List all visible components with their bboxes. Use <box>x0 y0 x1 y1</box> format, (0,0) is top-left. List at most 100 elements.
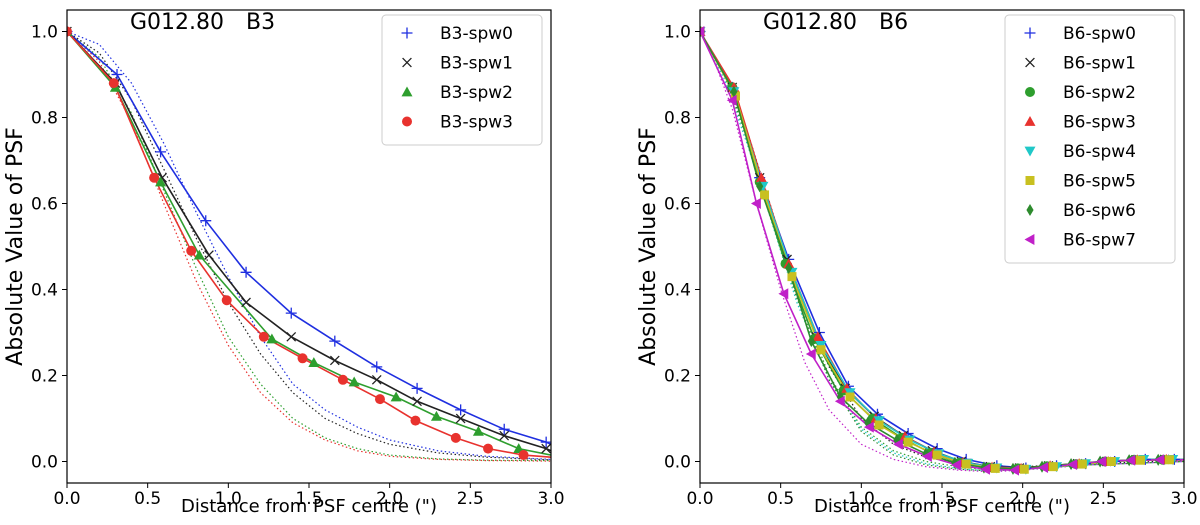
data-point-b3-spw3 <box>221 295 232 306</box>
data-point-b6-spw5 <box>932 450 942 460</box>
data-point-b6-spw5 <box>760 190 770 200</box>
y-tick-label: 0.6 <box>664 195 691 215</box>
data-point-b3-spw1 <box>204 250 214 260</box>
data-point-b6-spw5 <box>816 345 826 355</box>
x-tick-label: 0.5 <box>134 489 161 509</box>
data-point-b3-spw1 <box>499 430 510 441</box>
data-point-b3-spw1 <box>241 297 251 308</box>
legend-marker-b6-spw1 <box>1025 57 1035 68</box>
plot-area <box>700 25 1184 476</box>
data-point-b6-spw3 <box>812 331 824 342</box>
x-tick-label: 2.5 <box>457 489 484 509</box>
data-point-b3-spw3 <box>186 245 197 256</box>
data-point-b6-spw5 <box>1077 459 1087 469</box>
chart-title: G012.80 B3 <box>130 10 275 35</box>
legend-label: B3-spw1 <box>440 54 513 74</box>
data-point-b6-spw5 <box>874 420 884 430</box>
data-point-b6-spw7 <box>1154 454 1165 466</box>
data-point-b6-spw6 <box>864 416 872 429</box>
axes-frame <box>699 9 1185 484</box>
y-tick-label: 0.4 <box>664 281 691 301</box>
data-point-b6-spw7 <box>834 395 845 407</box>
title-band: B6 <box>879 10 908 35</box>
y-tick-label: 0.0 <box>31 453 58 473</box>
data-point-b6-spw5 <box>1106 457 1116 466</box>
data-point-b3-spw0 <box>285 307 297 319</box>
legend-marker-b3-spw1 <box>402 57 412 68</box>
x-tick-label: 2.0 <box>1009 489 1036 509</box>
data-point-b3-spw0 <box>411 382 423 394</box>
series-line-b3-spw3 <box>67 30 551 458</box>
x-axis-label: Distance from PSF centre (") <box>181 496 437 517</box>
data-point-b3-spw3 <box>297 353 308 364</box>
y-tick-label: 0.4 <box>31 281 58 301</box>
legend-label: B6-spw6 <box>1063 201 1136 221</box>
data-point-b3-spw0 <box>155 146 167 158</box>
legend-label: B6-spw4 <box>1063 142 1136 162</box>
data-point-b3-spw3 <box>108 78 119 89</box>
data-point-b6-spw6 <box>807 335 815 348</box>
data-point-b3-spw2 <box>155 176 167 187</box>
data-point-b6-spw7 <box>951 459 961 471</box>
data-point-b6-spw7 <box>863 421 874 433</box>
y-tick-label: 0.8 <box>664 109 691 129</box>
y-tick-label: 1.0 <box>664 23 691 43</box>
dotted-line-b3-spw0 <box>67 30 551 460</box>
data-point-b6-spw5 <box>1164 455 1174 465</box>
data-point-b6-spw3 <box>755 172 767 183</box>
x-tick-label: 1.5 <box>928 489 955 509</box>
dotted-line-b6-spw2 <box>700 31 1184 471</box>
legend-marker-b6-spw4 <box>1024 146 1036 157</box>
x-tick-label: 1.5 <box>295 489 322 509</box>
y-tick-label: 0.0 <box>664 453 691 473</box>
data-point-b6-spw7 <box>1125 454 1136 466</box>
data-point-b3-spw0 <box>200 215 212 227</box>
data-point-b3-spw3 <box>149 172 160 183</box>
x-tick-label: 0.0 <box>53 489 80 509</box>
data-point-b6-spw5 <box>990 463 1000 473</box>
y-tick-label: 1.0 <box>31 23 58 43</box>
x-tick-label: 1.0 <box>848 489 875 509</box>
y-tick-label: 0.6 <box>31 195 58 215</box>
legend-marker-b6-spw0 <box>1024 27 1036 39</box>
legend-label: B6-spw5 <box>1063 172 1136 192</box>
x-tick-label: 0.0 <box>686 489 713 509</box>
data-point-b6-spw5 <box>903 437 913 447</box>
x-tick-label: 1.0 <box>215 489 242 509</box>
data-point-b3-spw0 <box>540 436 551 448</box>
data-point-b3-spw0 <box>498 423 510 435</box>
series-line-b3-spw2 <box>67 30 551 456</box>
legend: B3-spw0 B3-spw1 B3-spw2 B3-spw3 <box>381 14 543 146</box>
data-point-b3-spw1 <box>541 443 551 454</box>
legend-label: B3-spw0 <box>440 24 513 44</box>
title-band: B3 <box>246 10 275 35</box>
legend-marker-b6-spw6 <box>1026 203 1034 217</box>
data-point-b3-spw1 <box>371 374 382 385</box>
data-point-b3-spw1 <box>455 413 466 424</box>
legend-marker-b3-spw0 <box>401 27 413 39</box>
data-point-b3-spw3 <box>258 331 269 342</box>
data-point-b3-spw2 <box>266 333 278 344</box>
data-point-b6-spw6 <box>756 180 764 193</box>
title-field: G012.80 <box>130 10 224 35</box>
axes-frame <box>66 9 552 484</box>
data-point-b6-spw7 <box>1038 462 1049 474</box>
data-point-b3-spw3 <box>450 432 461 443</box>
chart-panel-b6: 0.0 0.5 1.0 1.5 2.0 2.5 3.00.00.20.40.60.81.0D… <box>636 9 1198 517</box>
dotted-line-b3-spw1 <box>67 31 551 461</box>
legend-label: B3-spw3 <box>440 113 513 133</box>
data-point-b6-spw6 <box>730 85 738 98</box>
legend-label: B6-spw0 <box>1063 24 1136 44</box>
legend-label: B6-spw7 <box>1063 231 1136 251</box>
x-tick-label: 2.0 <box>376 489 403 509</box>
data-point-b6-spw7 <box>1096 456 1107 467</box>
data-point-b6-spw7 <box>980 463 990 475</box>
legend-marker-b6-spw5 <box>1025 176 1035 185</box>
data-point-b6-spw7 <box>1009 464 1019 476</box>
data-point-b3-spw2 <box>193 249 205 260</box>
legend-label: B6-spw1 <box>1063 54 1136 74</box>
x-tick-label: 3.0 <box>1170 489 1197 509</box>
data-point-b3-spw1 <box>412 396 422 407</box>
